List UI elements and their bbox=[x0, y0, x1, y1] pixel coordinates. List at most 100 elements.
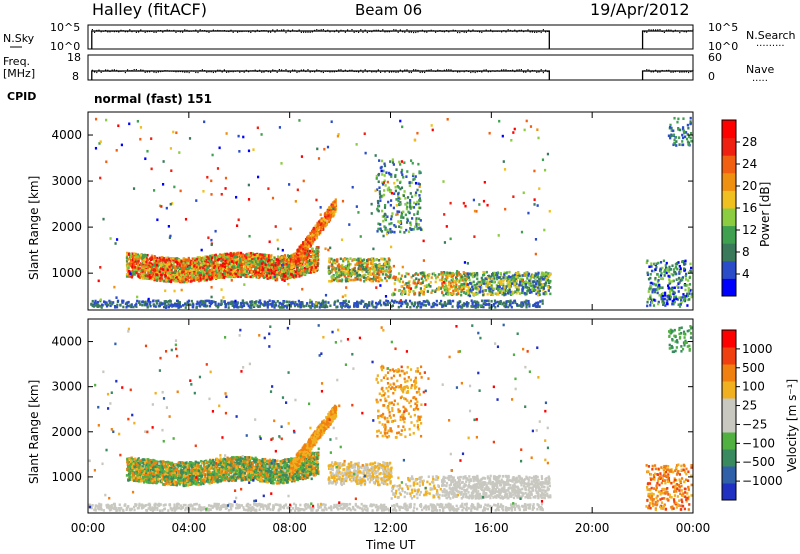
trace-dot bbox=[401, 31, 404, 33]
cell bbox=[141, 258, 144, 262]
cell bbox=[406, 170, 409, 173]
trace-dot bbox=[408, 31, 410, 33]
cell bbox=[447, 283, 451, 287]
cell bbox=[355, 258, 358, 262]
cell bbox=[411, 195, 414, 199]
trace-dot bbox=[643, 31, 646, 33]
cell bbox=[300, 260, 303, 264]
cell bbox=[383, 257, 386, 261]
trace-dot bbox=[197, 31, 199, 33]
cell bbox=[543, 273, 546, 276]
cell bbox=[352, 272, 355, 276]
cell bbox=[472, 280, 475, 284]
trace-dot bbox=[527, 29, 529, 31]
cell bbox=[482, 282, 485, 285]
trace-dot bbox=[349, 69, 351, 71]
cell bbox=[388, 172, 391, 176]
trace-dot bbox=[217, 69, 219, 71]
trace-dot bbox=[450, 69, 452, 71]
cell bbox=[203, 273, 206, 277]
cell bbox=[396, 178, 399, 182]
cell bbox=[419, 190, 423, 193]
cell bbox=[215, 267, 218, 271]
cell bbox=[157, 264, 160, 267]
cell bbox=[195, 278, 198, 281]
cell bbox=[400, 213, 403, 217]
trace-dot bbox=[236, 31, 239, 33]
cell bbox=[511, 292, 514, 296]
trace-dot bbox=[390, 30, 393, 32]
cell bbox=[162, 257, 165, 260]
trace-dot bbox=[316, 29, 318, 31]
cell bbox=[489, 290, 492, 293]
cell bbox=[153, 263, 156, 267]
cell bbox=[227, 253, 230, 257]
cell bbox=[536, 279, 539, 283]
cell bbox=[279, 257, 282, 261]
cell bbox=[537, 292, 540, 295]
cell bbox=[235, 255, 238, 258]
cell bbox=[274, 262, 277, 265]
cell bbox=[496, 273, 499, 277]
cell bbox=[377, 204, 380, 208]
cell bbox=[204, 255, 207, 258]
cell bbox=[394, 225, 397, 229]
cell bbox=[299, 273, 302, 277]
cell bbox=[400, 274, 404, 278]
cell bbox=[389, 160, 392, 163]
cell bbox=[160, 263, 163, 266]
cell bbox=[256, 253, 259, 257]
trace-dot bbox=[102, 30, 104, 32]
cell bbox=[206, 262, 209, 266]
cell bbox=[406, 219, 409, 222]
cell bbox=[370, 257, 373, 260]
cell bbox=[163, 264, 166, 267]
cell bbox=[295, 274, 298, 277]
cell bbox=[272, 259, 276, 263]
cell bbox=[128, 262, 131, 266]
trace-dot bbox=[470, 30, 472, 33]
cell bbox=[331, 260, 335, 264]
cell bbox=[380, 159, 384, 163]
cell bbox=[257, 265, 260, 269]
cell bbox=[273, 256, 276, 260]
cell bbox=[275, 271, 279, 274]
cell bbox=[207, 273, 210, 276]
cell bbox=[256, 272, 260, 276]
cell bbox=[490, 284, 493, 287]
cell bbox=[234, 253, 237, 256]
cell bbox=[409, 198, 412, 202]
cell bbox=[401, 173, 404, 177]
cell bbox=[282, 260, 285, 263]
cell bbox=[153, 255, 157, 259]
cell bbox=[329, 214, 332, 217]
cell bbox=[279, 267, 282, 270]
cell bbox=[520, 291, 524, 295]
trace-dot bbox=[514, 70, 516, 73]
trace-dot bbox=[681, 71, 683, 73]
cell bbox=[341, 267, 344, 270]
cell bbox=[325, 213, 329, 217]
cell bbox=[434, 280, 437, 284]
cell bbox=[438, 278, 441, 282]
cell bbox=[441, 284, 444, 287]
trace-dot bbox=[355, 30, 357, 33]
trace-dot bbox=[687, 30, 690, 32]
cell bbox=[267, 268, 270, 272]
cell bbox=[264, 268, 267, 271]
cell bbox=[384, 184, 387, 187]
trace-dot bbox=[159, 30, 162, 32]
cell bbox=[157, 260, 160, 263]
cell bbox=[166, 268, 169, 272]
cell bbox=[259, 266, 262, 270]
cell bbox=[232, 258, 235, 261]
cell bbox=[287, 267, 290, 270]
cell bbox=[500, 289, 503, 292]
cell bbox=[220, 255, 223, 259]
cell bbox=[422, 279, 425, 283]
cell bbox=[400, 226, 403, 229]
cell bbox=[502, 290, 506, 293]
trace-dot bbox=[540, 69, 542, 71]
cell bbox=[398, 181, 402, 184]
trace-dot bbox=[670, 29, 672, 31]
